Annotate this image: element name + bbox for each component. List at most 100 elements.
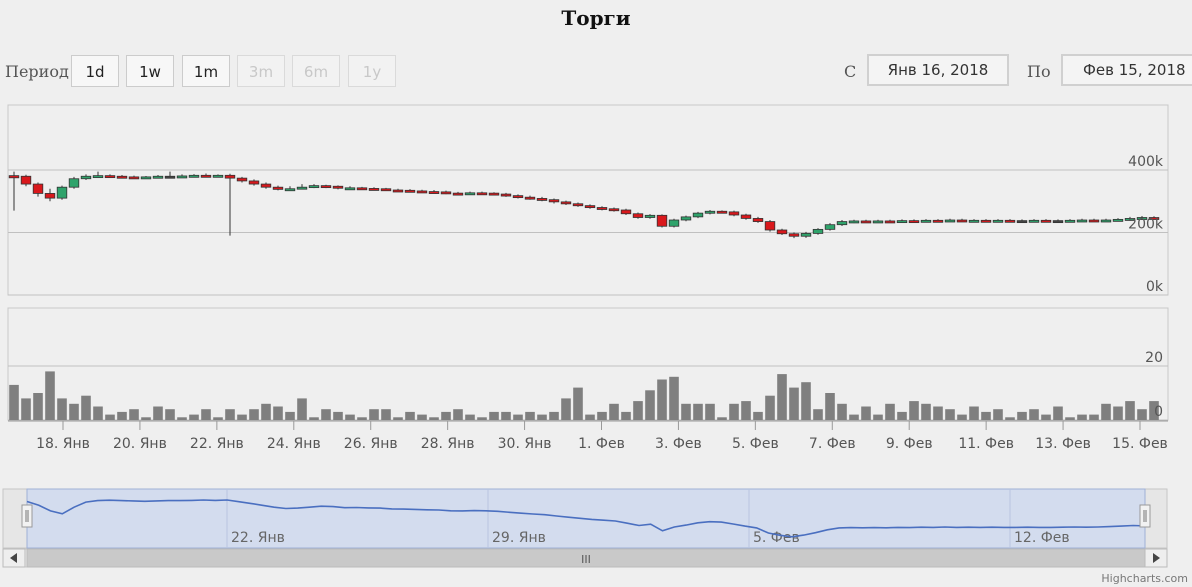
volume-bar	[405, 411, 415, 420]
candle	[764, 221, 776, 231]
x-tick-label: 7. Фев	[809, 436, 856, 452]
x-tick-label: 15. Фев	[1112, 436, 1168, 452]
candle	[1076, 219, 1088, 223]
volume-bar	[1029, 409, 1039, 420]
candle	[92, 175, 104, 179]
volume-bar	[81, 395, 91, 420]
volume-bar	[621, 411, 631, 420]
x-tick-label: 26. Янв	[344, 436, 398, 452]
candle	[416, 190, 428, 194]
candle	[1052, 220, 1064, 224]
volume-bar	[1149, 401, 1159, 420]
candle	[1040, 219, 1052, 223]
candle	[704, 210, 716, 214]
candle	[440, 191, 452, 195]
x-tick-label: 3. Фев	[655, 436, 702, 452]
volume-bar	[237, 414, 247, 420]
candle	[788, 233, 800, 237]
candle	[548, 199, 560, 203]
period-label: Период	[5, 62, 69, 81]
volume-bar	[789, 387, 799, 420]
candle	[296, 186, 308, 190]
volume-bar	[453, 409, 463, 420]
candle	[68, 178, 80, 188]
volume-bar	[1113, 406, 1123, 420]
candle	[464, 192, 476, 196]
candle	[596, 207, 608, 210]
x-tick-label: 30. Янв	[498, 436, 552, 452]
volume-bar	[1065, 417, 1075, 420]
volume-bar	[1017, 411, 1027, 420]
x-tick-label: 5. Фев	[732, 436, 779, 452]
candle	[512, 195, 524, 199]
volume-bar	[177, 417, 187, 420]
candle	[404, 189, 416, 193]
volume-bar	[225, 409, 235, 420]
candle	[668, 219, 680, 227]
candle	[944, 219, 956, 223]
from-label: С	[844, 62, 857, 81]
volume-bar	[105, 414, 115, 420]
candle	[356, 187, 368, 191]
candle	[1016, 220, 1028, 224]
volume-bar	[1137, 409, 1147, 420]
volume-bar	[417, 414, 427, 420]
volume-bar	[1005, 417, 1015, 420]
volume-bar	[345, 414, 355, 420]
candle	[836, 221, 848, 226]
volume-bar	[777, 374, 787, 420]
x-tick-label: 11. Фев	[958, 436, 1014, 452]
candle	[452, 192, 464, 196]
navigator-left-handle[interactable]	[21, 504, 33, 528]
x-tick-label: 1. Фев	[578, 436, 625, 452]
candle	[920, 219, 932, 223]
volume-bar	[681, 403, 691, 420]
credits-link[interactable]: Highcharts.com	[1101, 572, 1188, 585]
candle	[776, 229, 788, 235]
volume-bar	[729, 403, 739, 420]
price-pane	[7, 104, 1169, 296]
candle	[1136, 217, 1148, 220]
candle	[1064, 219, 1076, 223]
candle	[500, 193, 512, 197]
volume-bar	[213, 417, 223, 420]
volume-bar	[333, 411, 343, 420]
x-tick-label: 24. Янв	[267, 436, 321, 452]
candle	[140, 176, 152, 180]
candle	[116, 175, 128, 179]
volume-bar	[873, 414, 883, 420]
volume-bar	[813, 409, 823, 420]
volume-bar	[393, 417, 403, 420]
candle	[488, 192, 500, 196]
price-tick-label: 200k	[1128, 217, 1164, 233]
candle	[1004, 219, 1016, 223]
candle	[992, 219, 1004, 223]
volume-bar	[285, 411, 295, 420]
volume-bar	[549, 411, 559, 420]
candle	[212, 174, 224, 178]
volume-bar	[609, 403, 619, 420]
volume-bar	[825, 393, 835, 420]
range-button-1m[interactable]: 1m	[182, 55, 230, 87]
volume-bar	[897, 411, 907, 420]
range-button-1d[interactable]: 1d	[71, 55, 119, 87]
candle	[824, 224, 836, 230]
candle	[968, 219, 980, 223]
range-button-1w[interactable]: 1w	[126, 55, 174, 87]
volume-bar	[45, 371, 55, 420]
candle	[104, 175, 116, 179]
volume-tick-label: 0	[1154, 404, 1163, 420]
volume-bar	[57, 398, 67, 420]
volume-bar	[849, 414, 859, 420]
volume-bar	[501, 411, 511, 420]
candle	[428, 191, 440, 194]
volume-bar	[741, 401, 751, 420]
volume-bar	[297, 398, 307, 420]
candle	[200, 174, 212, 178]
volume-bar	[429, 417, 439, 420]
candle	[332, 185, 344, 189]
to-date-input[interactable]: Фев 15, 2018	[1061, 54, 1192, 86]
from-date-input[interactable]: Янв 16, 2018	[867, 54, 1009, 86]
navigator-right-handle[interactable]	[1139, 504, 1151, 528]
